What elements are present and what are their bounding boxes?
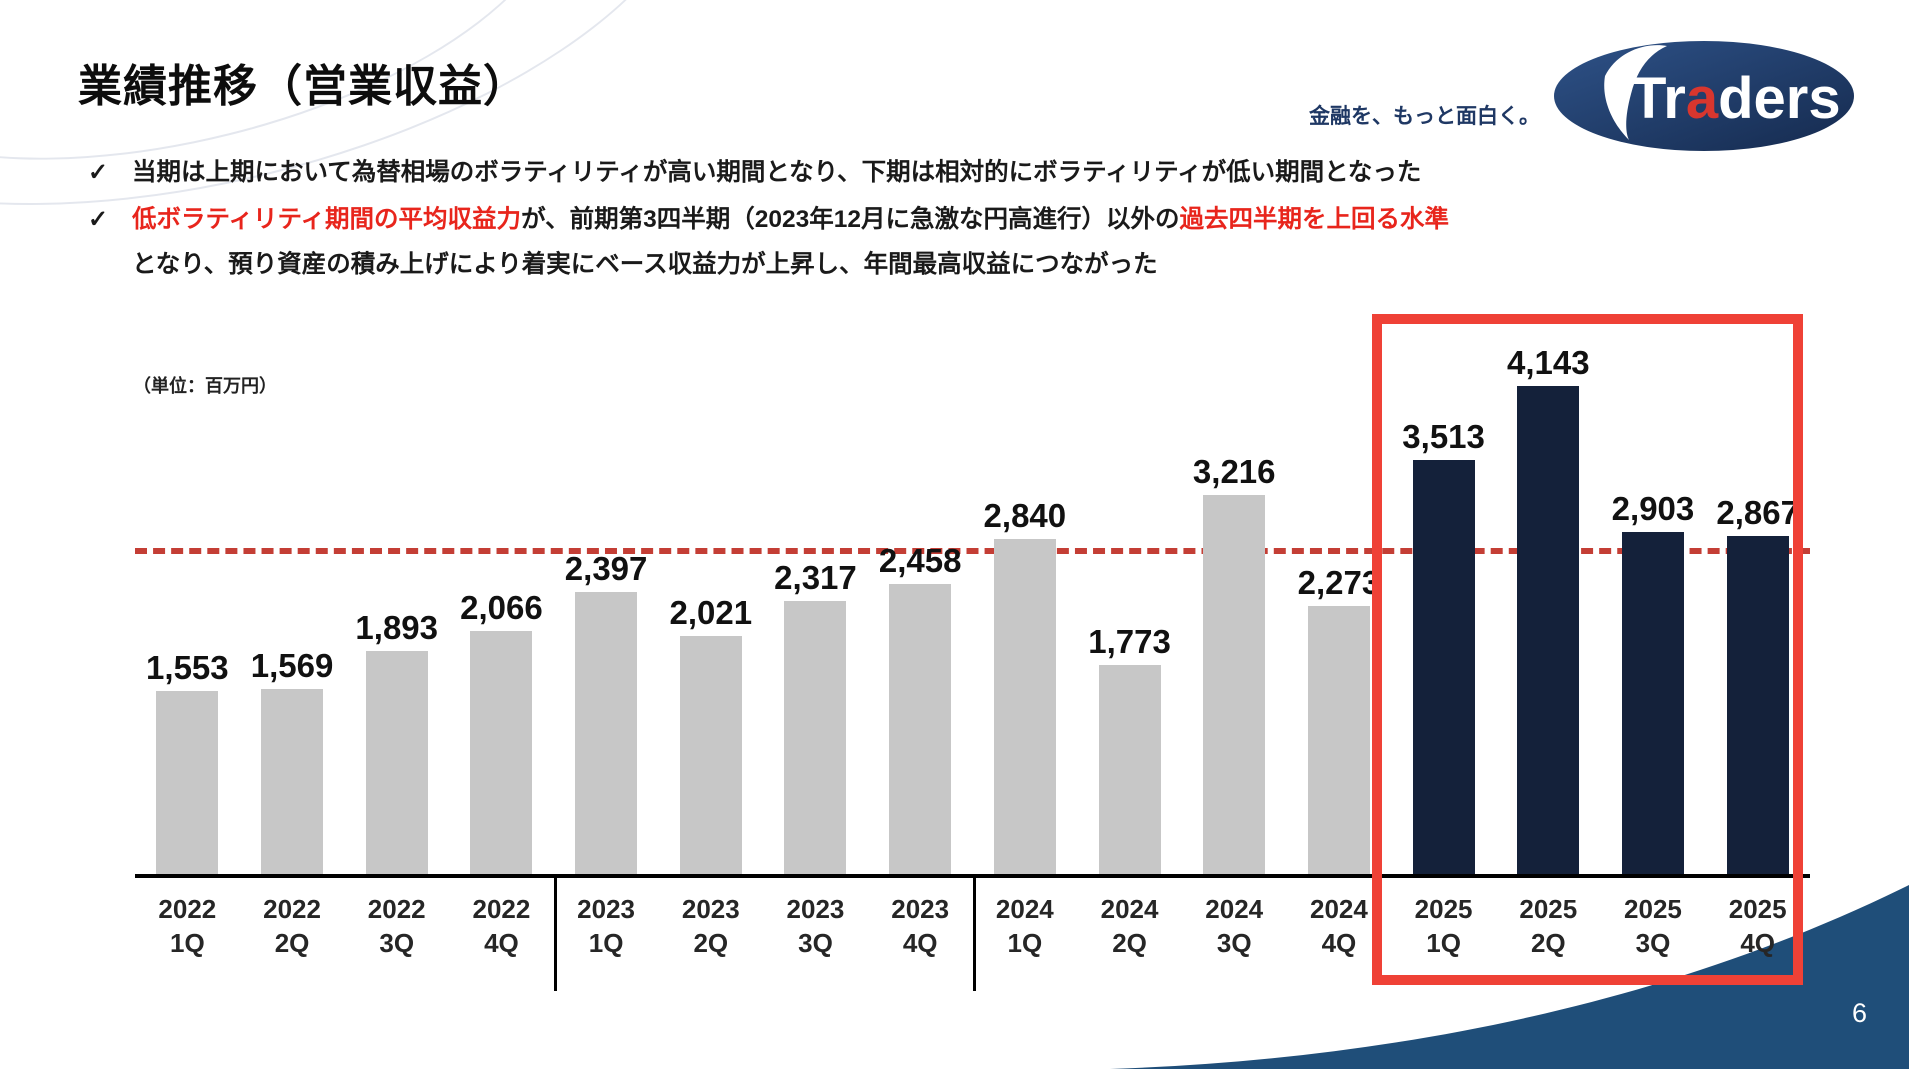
chart-column: 2,397: [554, 330, 659, 874]
chart-column: 2,317: [763, 330, 868, 874]
bar-value-label: 2,867: [1716, 494, 1799, 531]
bullet-segment: 過去四半期を上回る水準: [1179, 206, 1449, 233]
bar: [889, 584, 952, 874]
chart-unit-label: （単位：百万円）: [133, 376, 277, 396]
bar: [1726, 536, 1789, 874]
traders-logo: Traders: [1553, 40, 1855, 157]
x-axis-label: 2022 2Q: [263, 894, 321, 958]
chart-column: 4,143: [1496, 330, 1601, 874]
bullet-text: 低ボラティリティ期間の平均収益力が、前期第3四半期（2023年12月に急激な円高…: [132, 197, 1449, 287]
bar: [261, 689, 324, 874]
chart-column: 3,513: [1391, 330, 1496, 874]
bullet-item: ✓ 低ボラティリティ期間の平均収益力が、前期第3四半期（2023年12月に急激な円…: [88, 197, 1788, 287]
x-axis-label: 2024 2Q: [1100, 894, 1159, 958]
chart-column: 3,216: [1182, 330, 1287, 874]
bar: [1098, 665, 1161, 874]
x-axis-label: 2024 3Q: [1205, 894, 1264, 958]
bar: [1621, 532, 1684, 874]
bar-value-label: 2,397: [564, 550, 648, 587]
chart-column: 2,458: [868, 330, 973, 874]
bar-value-label: 2,021: [669, 594, 753, 631]
chart-column: 1,553: [135, 330, 240, 874]
bar-value-label: 2,458: [878, 542, 962, 579]
bar-value-label: 2,903: [1611, 490, 1695, 527]
bar: [1307, 606, 1370, 874]
bar: [1412, 460, 1475, 874]
year-group-separator: [554, 878, 557, 991]
chart-column: 2,066: [449, 330, 554, 874]
bar-value-label: 2,317: [774, 559, 857, 596]
chart-column: 2,903: [1601, 330, 1706, 874]
x-axis-label: 2022 3Q: [367, 894, 426, 958]
bar-value-label: 4,143: [1506, 344, 1590, 381]
brand-tagline: 金融を、もっと面白く。: [1309, 105, 1540, 128]
chart-column: 1,569: [240, 330, 345, 874]
bar: [1203, 495, 1266, 874]
bar-value-label: 1,773: [1088, 623, 1171, 660]
chart-plot: 1,553 1,569 1,893 2,066 2,397 2,021 2,317 2,458…: [135, 330, 1810, 878]
bar: [575, 592, 638, 874]
bar-value-label: 1,893: [355, 609, 439, 646]
bar-value-label: 1,553: [146, 649, 229, 686]
bar-value-label: 2,840: [983, 497, 1067, 534]
chart-column: 2,840: [973, 330, 1078, 874]
x-axis-label: 2023 1Q: [577, 894, 636, 958]
x-axis-label: 2022 1Q: [158, 894, 217, 958]
bar: [679, 636, 742, 874]
chart-column: 1,893: [344, 330, 449, 874]
bar: [156, 691, 219, 874]
logo-text: Traders: [1631, 66, 1841, 131]
chart-column: 2,273: [1287, 330, 1392, 874]
x-axis-label: 2023 2Q: [681, 894, 740, 958]
bar: [784, 601, 847, 874]
logo-swoosh: [1604, 45, 1667, 141]
bullet-item: ✓ 当期は上期において為替相場のボラティリティが高い期間となり、下期は相対的にボラ…: [88, 150, 1788, 195]
bullet-segment: 低ボラティリティ期間の平均収益力: [132, 206, 522, 233]
bar-value-label: 2,066: [460, 589, 543, 626]
page-number: 6: [1851, 998, 1867, 1028]
bar: [470, 631, 533, 874]
check-icon: ✓: [88, 159, 109, 186]
bar: [365, 651, 428, 874]
check-icon: ✓: [88, 206, 109, 233]
chart-column: 2,021: [658, 330, 763, 874]
highlight-box-2025: [1372, 314, 1803, 985]
x-axis-label: 2022 4Q: [472, 894, 531, 958]
reference-dashed-line: [135, 548, 1810, 554]
bar: [1517, 386, 1580, 874]
x-axis-label: 2023 3Q: [786, 894, 845, 958]
bullet-text: 当期は上期において為替相場のボラティリティが高い期間となり、下期は相対的にボラテ…: [132, 150, 1421, 195]
chart-column: 2,867: [1705, 330, 1810, 874]
x-axis-label: 2024 1Q: [995, 894, 1054, 958]
bullet-segment: となり、預り資産の積み上げにより着実にベース収益力が上昇し、年間最高収益につなが…: [132, 251, 1158, 278]
bullet-segment: 当期は上期において為替相場のボラティリティが高い期間となり、下期は相対的にボラテ…: [132, 159, 1422, 186]
bar-value-label: 1,569: [250, 647, 334, 684]
year-group-separator: [973, 878, 976, 991]
bar-value-label: 2,273: [1297, 564, 1381, 601]
bar-value-label: 3,513: [1402, 418, 1485, 455]
bar-value-label: 3,216: [1192, 453, 1276, 490]
bullet-segment: が、前期第3四半期（2023年12月に急激な円高進行）以外の: [521, 206, 1180, 233]
x-axis-label: 2023 4Q: [891, 894, 950, 958]
bullet-list: ✓ 当期は上期において為替相場のボラティリティが高い期間となり、下期は相対的にボラ…: [88, 150, 1788, 289]
page-title: 業績推移（営業収益）: [78, 62, 528, 111]
chart-column: 1,773: [1077, 330, 1182, 874]
bar: [993, 539, 1056, 874]
